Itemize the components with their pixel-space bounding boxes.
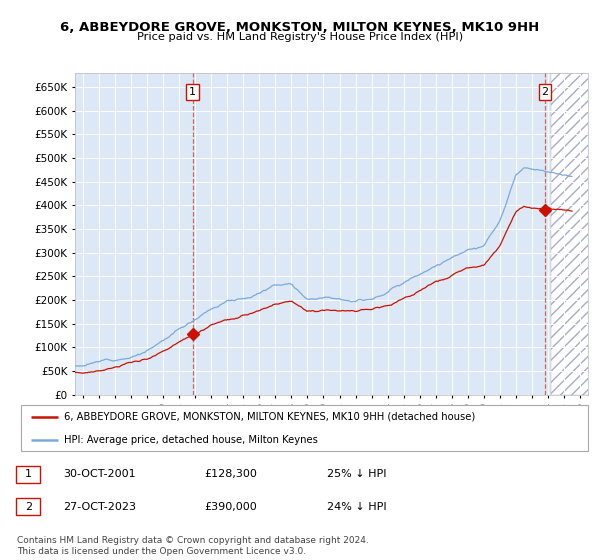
Text: 30-OCT-2001: 30-OCT-2001 bbox=[63, 469, 136, 479]
Text: 24% ↓ HPI: 24% ↓ HPI bbox=[327, 502, 386, 512]
Text: 6, ABBEYDORE GROVE, MONKSTON, MILTON KEYNES, MK10 9HH: 6, ABBEYDORE GROVE, MONKSTON, MILTON KEY… bbox=[61, 21, 539, 34]
Text: HPI: Average price, detached house, Milton Keynes: HPI: Average price, detached house, Milt… bbox=[64, 435, 317, 445]
Text: 2: 2 bbox=[541, 87, 548, 97]
Text: 1: 1 bbox=[25, 469, 32, 479]
Text: Price paid vs. HM Land Registry's House Price Index (HPI): Price paid vs. HM Land Registry's House … bbox=[137, 32, 463, 43]
Text: 2: 2 bbox=[25, 502, 32, 512]
Text: 6, ABBEYDORE GROVE, MONKSTON, MILTON KEYNES, MK10 9HH (detached house): 6, ABBEYDORE GROVE, MONKSTON, MILTON KEY… bbox=[64, 412, 475, 422]
Text: Contains HM Land Registry data © Crown copyright and database right 2024.
This d: Contains HM Land Registry data © Crown c… bbox=[17, 536, 368, 556]
Text: £390,000: £390,000 bbox=[204, 502, 257, 512]
Text: 1: 1 bbox=[189, 87, 196, 97]
Bar bbox=[551, 73, 600, 395]
Text: £128,300: £128,300 bbox=[204, 469, 257, 479]
Text: 25% ↓ HPI: 25% ↓ HPI bbox=[327, 469, 386, 479]
Text: 27-OCT-2023: 27-OCT-2023 bbox=[63, 502, 136, 512]
